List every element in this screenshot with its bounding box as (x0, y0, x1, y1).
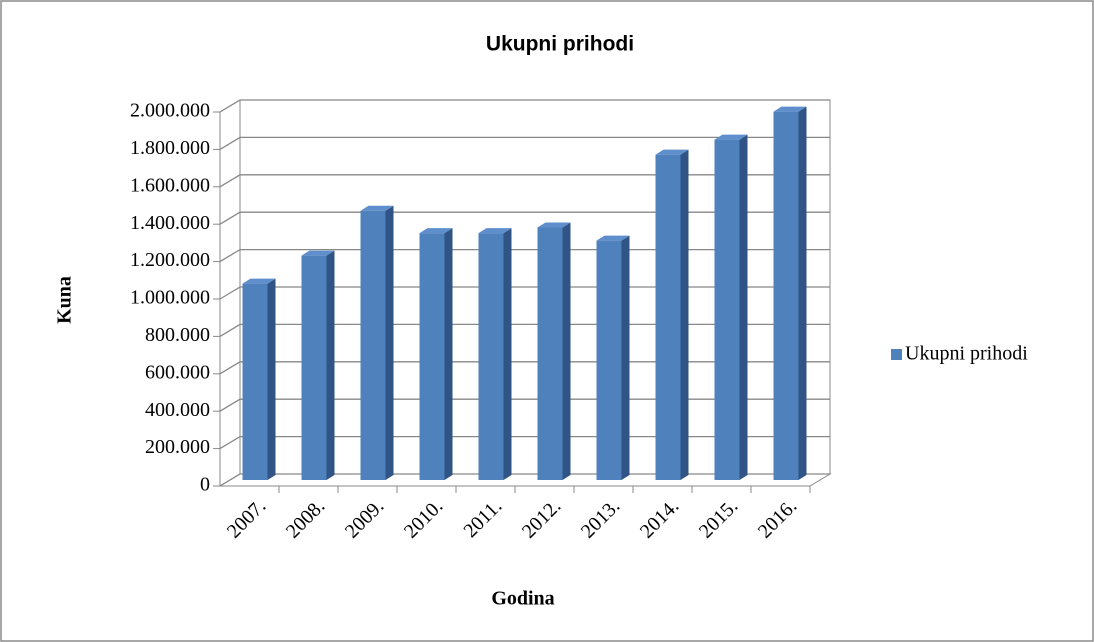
grid-line (219, 435, 830, 450)
y-tick-label: 1.400.000 (130, 212, 210, 234)
bar-side (326, 250, 335, 480)
bar-front (301, 255, 327, 480)
bar-top (655, 149, 689, 155)
bar (242, 278, 276, 480)
bar-front (655, 154, 681, 480)
y-tick-label: 1.800.000 (130, 137, 210, 159)
y-axis-title: Kuna (54, 276, 76, 324)
bar-top (714, 134, 748, 140)
grid-line (219, 361, 830, 375)
bar-front (478, 233, 504, 480)
grid-line (219, 211, 830, 225)
bar (596, 235, 630, 480)
bar-side (739, 134, 748, 480)
bar-side (444, 228, 453, 480)
bar-top (360, 205, 394, 211)
bar-front (596, 240, 622, 480)
bar-side (385, 205, 394, 480)
bar (714, 134, 748, 480)
bar (419, 228, 453, 480)
x-axis-title: Godina (491, 588, 554, 610)
bar-top (478, 228, 512, 234)
grid-line (219, 323, 830, 337)
y-tick-label: 2.000.000 (130, 100, 210, 122)
bar-front (419, 233, 445, 480)
bar-front (537, 227, 563, 480)
grid-line (219, 473, 830, 487)
bar-top (301, 250, 335, 256)
y-tick-label: 400.000 (145, 399, 210, 421)
bar-side (621, 235, 630, 480)
grid-line (219, 174, 830, 188)
bar-front (360, 210, 386, 480)
bar-side (267, 278, 276, 480)
y-tick-label: 0 (200, 474, 210, 496)
y-tick-label: 1.600.000 (130, 174, 210, 196)
bar-side (798, 106, 807, 481)
legend-swatch (891, 349, 902, 360)
bar-top (537, 222, 571, 228)
bar-top (596, 235, 630, 241)
bar (655, 149, 689, 480)
grid-line (219, 398, 830, 412)
y-tick-label: 800.000 (145, 324, 210, 346)
bar-front (242, 283, 268, 480)
y-tick-label: 600.000 (145, 361, 210, 383)
grid-line (219, 99, 830, 113)
bar-front (714, 139, 740, 480)
y-tick-label: 1.000.000 (130, 287, 210, 309)
bar (360, 205, 394, 480)
grid-line (219, 286, 830, 300)
grid-line (219, 136, 830, 150)
bar (301, 250, 335, 480)
chart-title: Ukupni prihodi (486, 33, 634, 56)
bar (773, 106, 807, 481)
grid-line (219, 248, 830, 263)
bar-top (773, 106, 807, 112)
bar-top (242, 278, 276, 284)
bar-side (503, 228, 512, 480)
bar (537, 222, 571, 481)
bar-side (562, 222, 571, 481)
y-tick-label: 1.200.000 (130, 249, 210, 271)
bar-top (419, 228, 453, 234)
y-tick-label: 200.000 (145, 436, 210, 458)
bar (478, 228, 512, 480)
bar-side (680, 149, 689, 480)
legend-label: Ukupni prihodi (905, 343, 1028, 365)
bar-front (773, 111, 799, 481)
